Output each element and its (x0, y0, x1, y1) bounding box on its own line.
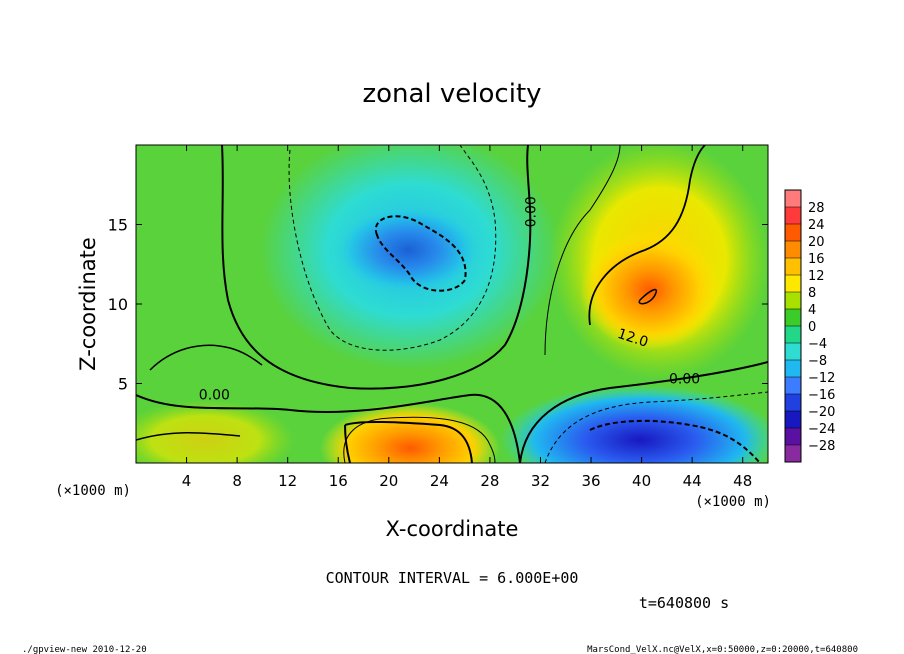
x-tick-label: 44 (683, 472, 702, 490)
colorbar-swatch (785, 275, 801, 293)
zero-contour-main (221, 145, 532, 390)
zero-contour-lower-left (136, 393, 521, 463)
heatmap-field (136, 145, 768, 463)
colorbar-label: −12 (808, 371, 835, 386)
pos-region-lower-left (136, 400, 295, 463)
colorbar-label: 4 (808, 303, 816, 318)
pos-region-lower-core (320, 403, 500, 463)
neg-region-lower-core (500, 385, 768, 463)
footer-right: MarsCond_VelX.nc@VelX,x=0:50000,z=0:2000… (587, 645, 858, 654)
x-tick-label: 32 (531, 472, 550, 490)
colorbar-label: 28 (808, 201, 825, 216)
colorbar-swatch (785, 445, 801, 463)
colorbar-swatch (785, 241, 801, 259)
contour-label: 0.00 (523, 196, 539, 227)
x-tick-label: 16 (329, 472, 348, 490)
x-tick-label: 24 (430, 472, 449, 490)
time-label: t=640800 s (639, 594, 729, 612)
colorbar-swatch (785, 207, 801, 225)
contour-noisy-lower-left (136, 431, 241, 441)
y-axis: 5 10 15 (108, 216, 768, 394)
neg-region-upper-core (333, 205, 483, 295)
colorbar-swatch (785, 292, 801, 310)
colorbar-swatch (785, 190, 801, 208)
contour-neg-12-upper (374, 215, 467, 292)
colorbar-swatch (785, 258, 801, 276)
contour-12-pos (588, 145, 706, 326)
colorbar-swatch (785, 360, 801, 378)
contour-interval-text: CONTOUR INTERVAL = 6.000E+00 (326, 569, 579, 587)
x-tick-label: 40 (632, 472, 651, 490)
chart-title: zonal velocity (362, 79, 541, 109)
x-tick-label: 48 (733, 472, 752, 490)
x-tick-label: 8 (232, 472, 242, 490)
y-tick-label: 15 (108, 216, 128, 235)
y-tick-label: 5 (118, 375, 128, 394)
colorbar-swatch (785, 394, 801, 412)
colorbar-swatch (785, 411, 801, 429)
colorbar-swatch (785, 343, 801, 361)
footer-left: ./gpview-new 2010-12-20 (22, 645, 147, 654)
y-axis-label: Z-coordinate (76, 237, 100, 371)
colorbar-swatch (785, 224, 801, 242)
contour-noisy-upper-left (149, 344, 263, 371)
colorbar-swatch (785, 377, 801, 395)
x-tick-label: 28 (480, 472, 499, 490)
y-tick-label: 10 (108, 295, 128, 314)
x-axis-label: X-coordinate (386, 517, 519, 541)
zero-contour-lower-right (519, 361, 768, 463)
colorbar-label: −8 (808, 354, 827, 369)
colorbar: 28 24 20 16 12 8 4 0 −4 −8 −12 −16 −20 −24 −28 (784, 189, 835, 463)
x-tick-label: 12 (278, 472, 297, 490)
colorbar-label: −4 (808, 337, 827, 352)
x-tick-label: 20 (379, 472, 398, 490)
colorbar-label: −20 (808, 405, 835, 420)
colorbar-swatch (785, 326, 801, 344)
colorbar-label: −24 (808, 422, 835, 437)
colorbar-label: −16 (808, 388, 835, 403)
x-unit-label: (×1000 m) (695, 494, 771, 510)
contour-6-pos-lower (343, 416, 496, 463)
contour-6-pos-right (544, 145, 621, 356)
colorbar-swatch (785, 309, 801, 327)
colorbar-label: −28 (808, 439, 835, 454)
contour-12-pos-lower (344, 420, 473, 463)
pos-region-upper-core (580, 230, 720, 350)
x-tick-label: 36 (581, 472, 600, 490)
contour-label: 0.00 (669, 372, 700, 388)
colorbar-label: 20 (808, 235, 825, 250)
colorbar-label: 0 (808, 320, 816, 335)
contour-neg-6-lower (544, 391, 768, 463)
colorbar-label: 24 (808, 218, 825, 233)
contour-18-pos (638, 288, 657, 305)
colorbar-label: 16 (808, 252, 825, 267)
x-axis: 4 8 12 16 20 24 28 32 36 40 44 48 (182, 145, 752, 490)
contour-label: 0.00 (199, 387, 230, 403)
contour-lines (136, 145, 768, 463)
colorbar-label: 12 (808, 269, 825, 284)
y-unit-label: (×1000 m) (55, 483, 131, 499)
contour-neg-12-lower (589, 419, 761, 463)
colorbar-label: 8 (808, 286, 816, 301)
colorbar-swatch (785, 428, 801, 446)
x-tick-label: 4 (182, 472, 192, 490)
